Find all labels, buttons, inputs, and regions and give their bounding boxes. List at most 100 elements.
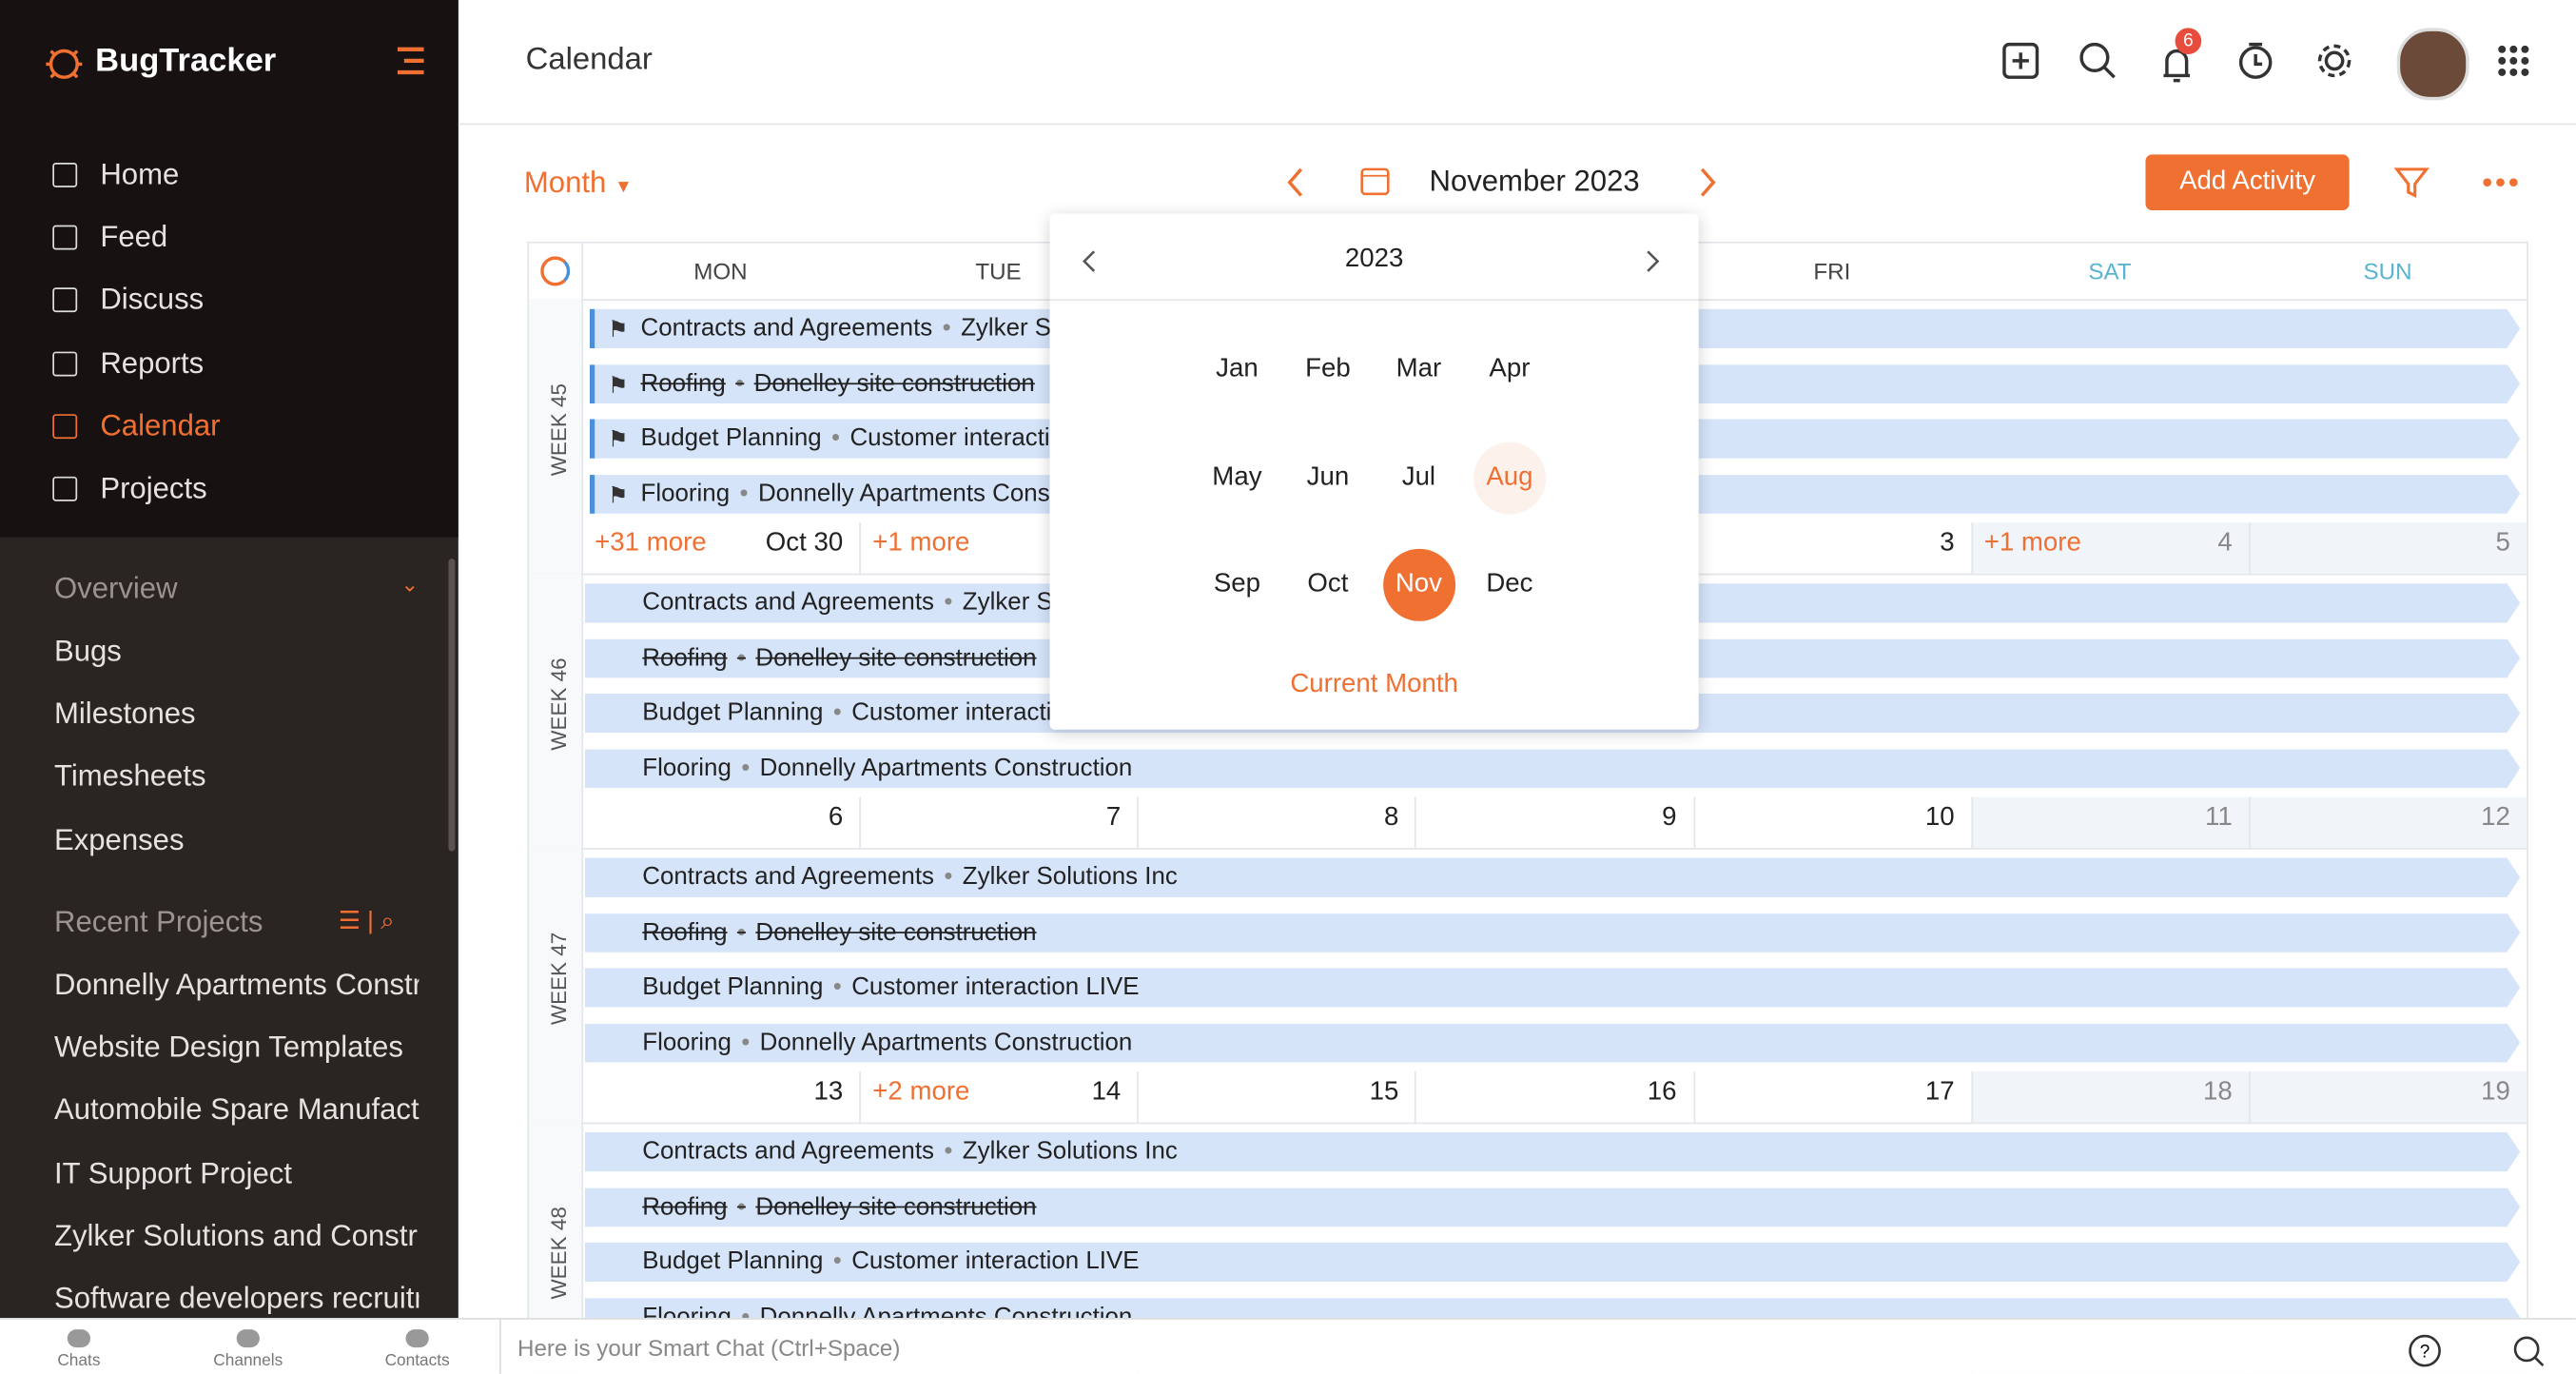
project-item[interactable]: Automobile Spare Manufacturing [53, 1093, 420, 1127]
view-selector[interactable]: Month ▼ [523, 166, 633, 199]
date-number: 8 [1384, 803, 1399, 832]
col-line [1692, 796, 1695, 849]
nav-item[interactable]: Reports [100, 345, 205, 380]
separator: • [741, 1302, 751, 1331]
event-project: Donelley site construction [755, 917, 1037, 946]
divider [499, 1319, 501, 1374]
date-number: 15 [1369, 1077, 1399, 1107]
overview-item[interactable]: Timesheets [53, 759, 206, 794]
month-option[interactable]: Apr [1489, 355, 1531, 383]
more-link[interactable]: +2 more [872, 1077, 970, 1107]
event-bar[interactable]: Flooring • Donnelly Apartments Constructio… [585, 1023, 2520, 1062]
menu-toggle[interactable] [394, 46, 427, 75]
more-link[interactable]: +1 more [872, 529, 970, 558]
date-number: 7 [1105, 803, 1122, 832]
toolbar-icons[interactable] [2392, 165, 2524, 201]
event-project: Donnelly Apartments Construction [759, 753, 1133, 782]
month-option[interactable]: Jan [1216, 355, 1259, 383]
month-option[interactable]: Oct [1307, 570, 1349, 599]
header-icons[interactable] [2000, 39, 2492, 88]
col-line [2248, 522, 2251, 574]
week-background [529, 848, 582, 1123]
chevron: ⌄ [400, 571, 420, 597]
event-name: Contracts and Agreements [642, 862, 934, 892]
day-header: TUE [975, 258, 1022, 285]
project-tools[interactable]: ☰ | ⌕ [338, 907, 395, 935]
event-bar[interactable]: Contracts and Agreements • Zylker Solution… [585, 1132, 2520, 1171]
event-bar[interactable]: Roofing • Donelley site construction [585, 1188, 2520, 1227]
col-line [2248, 1071, 2251, 1123]
nav-item[interactable]: Feed [100, 220, 168, 254]
week-line [529, 848, 2527, 850]
week-background [529, 573, 582, 849]
overview-item[interactable]: Milestones [53, 697, 196, 731]
date-number: 14 [1091, 1077, 1122, 1107]
year-nav[interactable] [1080, 246, 1688, 276]
chat-tab[interactable]: Contacts [384, 1352, 450, 1371]
svg-text:?: ? [2420, 1343, 2430, 1363]
nav-item[interactable]: Home [100, 157, 180, 191]
period-nav[interactable] [1281, 165, 1396, 201]
section-title[interactable]: Overview [53, 571, 178, 605]
date-number: 18 [2202, 1077, 2233, 1107]
chat-input[interactable]: Here is your Smart Chat (Ctrl+Space) [517, 1334, 901, 1361]
nav-item[interactable]: Discuss [100, 283, 205, 317]
avatar[interactable] [2396, 28, 2469, 101]
day-header: SUN [2363, 258, 2412, 285]
separator: • [831, 423, 841, 452]
event-bar[interactable]: Flooring • Donnelly Apartments Constructio… [585, 749, 2520, 788]
event-bar[interactable]: Budget Planning • Customer interaction LIV… [585, 1243, 2520, 1282]
event-name: Roofing [640, 368, 726, 398]
chat-tab-icon [405, 1329, 429, 1348]
nav-item[interactable]: Projects [100, 471, 207, 505]
chat-icons[interactable]: ? [2409, 1333, 2556, 1369]
separator: • [741, 753, 751, 782]
chat-tab[interactable]: Chats [57, 1352, 101, 1371]
project-item[interactable]: IT Support Project [53, 1156, 292, 1189]
event-bar[interactable]: Budget Planning • Customer interaction LIV… [585, 968, 2520, 1007]
col-line [859, 796, 862, 849]
view-label: Month [523, 166, 607, 199]
header: Calendar 6 [458, 0, 2576, 126]
add-activity-button[interactable]: Add Activity [2145, 154, 2350, 211]
chat-tab-icon [236, 1329, 260, 1348]
current-month[interactable]: Current Month [1290, 670, 1458, 698]
overview-item[interactable]: Expenses [53, 822, 185, 856]
month-option[interactable]: Jul [1401, 462, 1436, 491]
month-option[interactable]: Feb [1305, 355, 1351, 383]
next-period[interactable] [1695, 165, 1722, 201]
project-item[interactable]: Donnelly Apartments Construction [53, 968, 420, 1001]
sidebar-top [0, 0, 459, 538]
nav-item[interactable]: Calendar [100, 408, 221, 442]
event-project: Donelley site construction [755, 643, 1037, 672]
project-item[interactable]: Website Design Templates [53, 1030, 403, 1064]
separator: • [942, 313, 951, 343]
separator: • [944, 862, 953, 892]
sidebar: BugTracker Home Feed Discuss Reports Calenda… [0, 0, 459, 1319]
month-option[interactable]: Sep [1213, 570, 1261, 599]
overview-item[interactable]: Bugs [53, 634, 122, 668]
month-picker: 2023 Current Month Jan Feb Mar Apr May Jun Jul… [1049, 213, 1699, 730]
month-option[interactable]: Mar [1395, 355, 1442, 383]
project-item[interactable]: Software developers recruitment [53, 1282, 419, 1315]
apps-grid[interactable] [2497, 45, 2530, 78]
month-option[interactable]: Nov [1382, 548, 1455, 621]
month-option[interactable]: May [1212, 462, 1262, 491]
more-link[interactable]: +1 more [1983, 529, 2081, 558]
corner-icon[interactable] [540, 256, 571, 286]
month-option[interactable]: Jun [1306, 462, 1350, 491]
event-name: Roofing [642, 1191, 728, 1221]
day-header: FRI [1813, 258, 1851, 285]
col-line [1415, 1071, 1417, 1123]
month-option[interactable]: Aug [1473, 441, 1546, 514]
event-bar[interactable]: Roofing • Donelley site construction [585, 913, 2520, 952]
event-name: Contracts and Agreements [642, 588, 934, 617]
chat-tab[interactable]: Channels [213, 1352, 283, 1371]
event-bar[interactable]: Contracts and Agreements • Zylker Solution… [585, 857, 2520, 896]
date-number: 9 [1662, 803, 1677, 832]
project-item[interactable]: Zylker Solutions and Construction [53, 1219, 419, 1252]
month-option[interactable]: Dec [1486, 570, 1533, 599]
more-link[interactable]: +31 more [595, 529, 707, 558]
col-line [2248, 796, 2251, 849]
